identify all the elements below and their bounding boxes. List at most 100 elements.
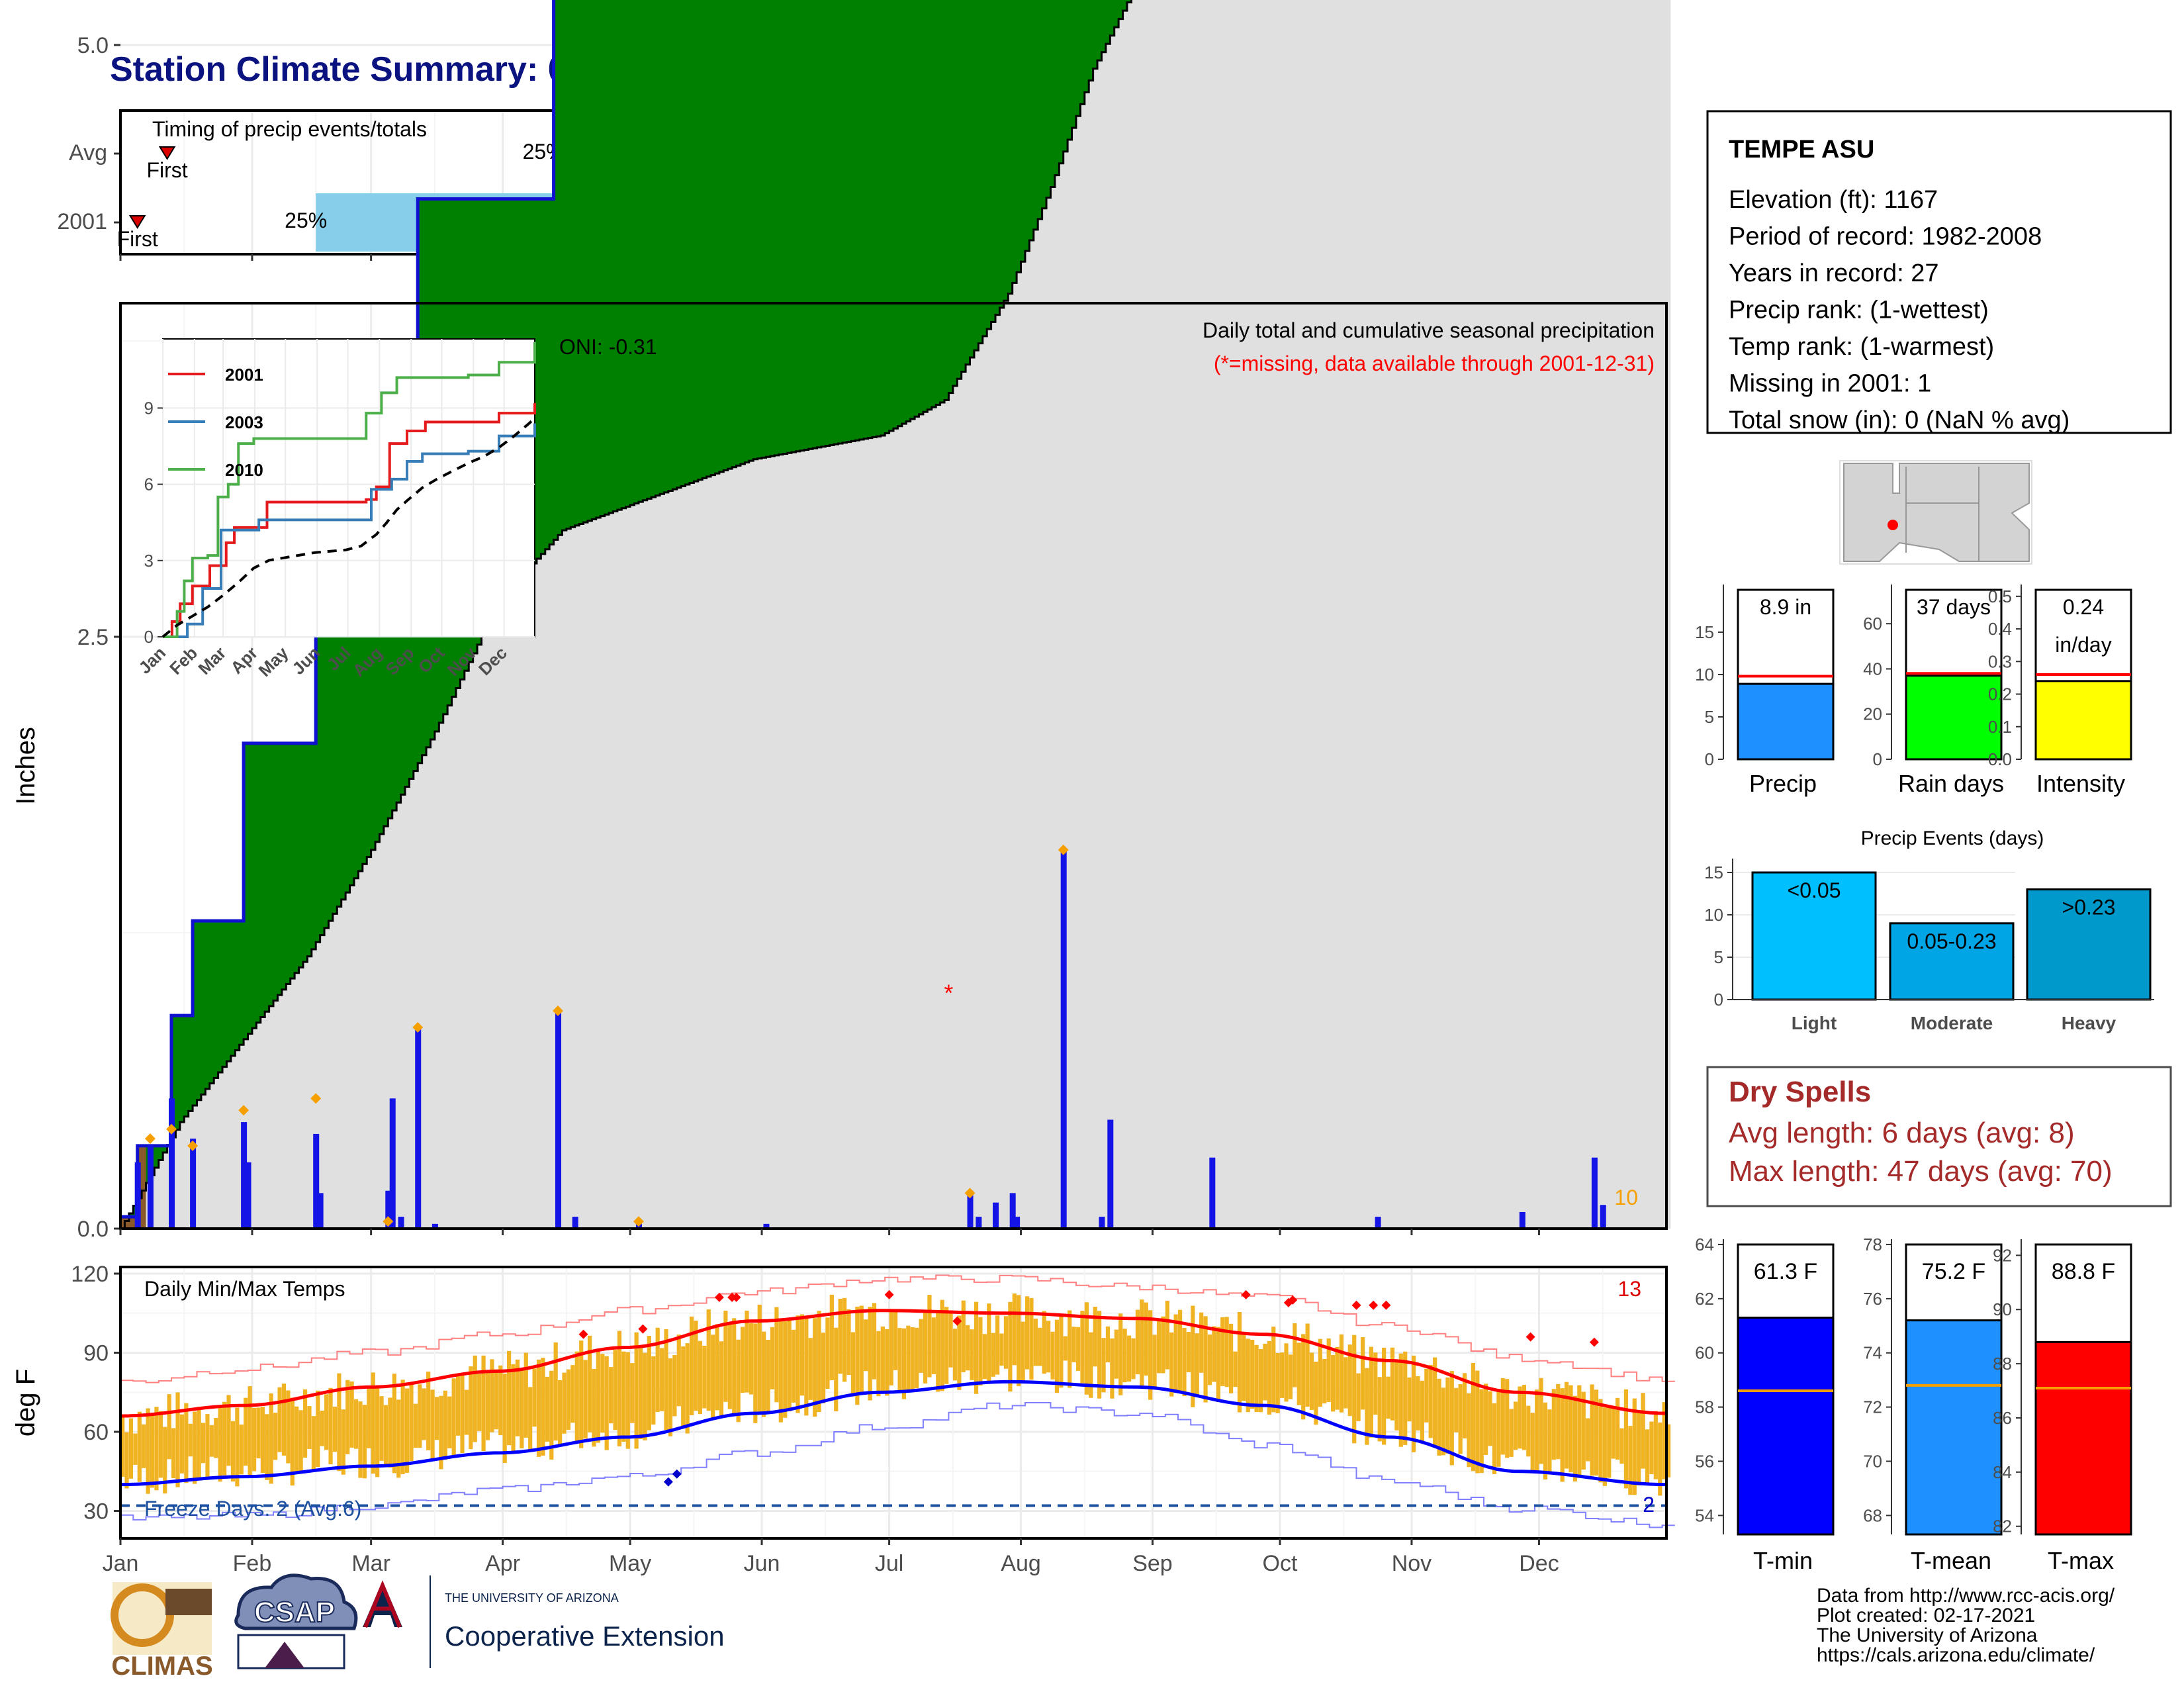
daily-temp-range-bar	[1169, 1332, 1174, 1397]
gauge-category-label: Intensity	[2036, 770, 2125, 797]
events-ytick-label: 0	[1714, 990, 1723, 1009]
daily-temp-range-bar	[1449, 1371, 1454, 1466]
record-low-marker	[672, 1469, 682, 1479]
timing-q25-label: 25%	[285, 209, 327, 232]
events-bar	[1751, 871, 1877, 1001]
daily-precip-bar	[432, 1223, 438, 1229]
daily-temp-range-bar	[783, 1321, 788, 1418]
inset-series-line	[163, 402, 536, 638]
temp-gauge-bar	[1737, 1317, 1835, 1536]
daily-precip-bar	[1009, 1193, 1016, 1229]
daily-temp-range-bar	[592, 1368, 596, 1447]
daily-temp-range-bar	[804, 1317, 809, 1416]
daily-temp-range-bar	[1467, 1393, 1471, 1468]
daily-temp-range-bar	[209, 1425, 214, 1457]
daily-precip-bar	[993, 1202, 999, 1229]
daily-temp-range-bar	[1458, 1383, 1463, 1454]
daily-temp-range-bar	[439, 1395, 443, 1470]
daily-temp-range-bar	[1522, 1385, 1527, 1450]
daily-temp-range-bar	[260, 1407, 265, 1474]
events-bar-label: >0.23	[2062, 896, 2116, 919]
daily-temp-range-bar	[970, 1329, 974, 1380]
daily-temp-range-bar	[1165, 1300, 1169, 1370]
footer-credits: Data from http://www.rcc-acis.org/ Plot …	[1817, 1585, 2115, 1666]
daily-temp-range-bar	[1424, 1368, 1429, 1423]
daily-temp-range-bar	[991, 1333, 995, 1377]
daily-precip-bar	[317, 1193, 324, 1229]
daily-temp-range-bar	[150, 1415, 155, 1488]
daily-temp-range-bar	[311, 1416, 316, 1471]
daily-temp-range-bar	[1632, 1398, 1637, 1495]
daily-temp-range-bar	[179, 1414, 185, 1474]
daily-temp-range-bar	[1284, 1343, 1289, 1402]
daily-temp-range-bar	[1003, 1316, 1009, 1369]
daily-temp-range-bar	[1394, 1362, 1399, 1430]
daily-precip-bar	[415, 1027, 422, 1229]
daily-temp-range-bar	[685, 1343, 690, 1434]
daily-temp-range-bar	[787, 1320, 792, 1412]
daily-temp-range-bar	[1068, 1310, 1072, 1388]
daily-temp-range-bar	[694, 1321, 698, 1411]
daily-temp-range-bar	[1509, 1409, 1514, 1457]
dry-spells-box: Dry Spells Avg length: 6 days (avg: 8) M…	[1706, 1066, 2172, 1207]
daily-precip-marker	[144, 1133, 156, 1145]
daily-temp-range-bar	[1305, 1323, 1310, 1407]
daily-temp-range-bar	[404, 1388, 410, 1473]
temperature-panel: Daily Min/Max Temps 13 Freeze Days: 2 (Avg…	[11, 1262, 1675, 1576]
gauge-tick-label: 20	[1863, 704, 1882, 724]
daily-temp-range-bar	[1488, 1391, 1492, 1446]
daily-temp-range-bar	[613, 1350, 617, 1430]
daily-temp-range-bar	[128, 1418, 134, 1479]
temp-gauge-bar	[1905, 1319, 2003, 1536]
daily-temp-range-bar	[251, 1407, 257, 1472]
daily-temp-range-bar	[655, 1327, 660, 1413]
temp-gauge-tick-label: 62	[1695, 1289, 1714, 1309]
daily-temp-range-bar	[1186, 1331, 1191, 1372]
daily-temp-range-bar	[430, 1389, 435, 1460]
daily-temp-range-bar	[1228, 1323, 1234, 1393]
daily-temp-range-bar	[1309, 1352, 1314, 1410]
daily-temp-range-bar	[1602, 1407, 1607, 1486]
daily-precip-bar	[976, 1217, 982, 1229]
station-info-line: Temp rank: (1-warmest)	[1729, 333, 1994, 361]
daily-precip-marker	[1058, 844, 1069, 855]
daily-temp-range-bar	[1250, 1339, 1255, 1409]
daily-temp-range-bar	[1653, 1411, 1658, 1479]
daily-temp-range-bar	[919, 1319, 923, 1373]
csap-logo: CSAP	[234, 1573, 358, 1669]
daily-temp-range-bar	[982, 1334, 987, 1380]
daily-temp-range-bar	[286, 1390, 291, 1464]
daily-temp-range-bar	[817, 1311, 821, 1413]
temp-gauge-bar	[2034, 1340, 2132, 1536]
daily-temp-range-bar	[660, 1348, 664, 1411]
daily-temp-range-bar	[1024, 1296, 1030, 1370]
daily-temp-range-bar	[1275, 1352, 1280, 1413]
daily-temp-range-bar	[222, 1401, 227, 1476]
daily-temp-range-bar	[1484, 1383, 1488, 1455]
daily-temp-range-bar	[1199, 1312, 1204, 1373]
daily-temp-range-bar	[1297, 1342, 1301, 1405]
daily-temp-range-bar	[383, 1405, 388, 1466]
record-high-marker	[1351, 1300, 1361, 1310]
daily-temp-range-bar	[265, 1414, 269, 1480]
daily-temp-range-bar	[324, 1394, 329, 1450]
daily-temp-range-bar	[473, 1355, 477, 1442]
daily-temp-range-bar	[341, 1409, 345, 1475]
daily-temp-range-bar	[1237, 1312, 1242, 1413]
daily-precip-bar	[190, 1139, 197, 1229]
daily-temp-range-bar	[834, 1327, 839, 1412]
daily-temp-range-bar	[621, 1351, 626, 1442]
daily-precip-bar	[1060, 849, 1067, 1229]
daily-temp-range-bar	[345, 1380, 350, 1454]
daily-temp-range-bar	[1182, 1327, 1187, 1397]
record-high-marker	[1525, 1332, 1535, 1342]
daily-temp-range-bar	[455, 1373, 461, 1436]
temp-ytick-label: 90	[83, 1341, 109, 1366]
month-axis-label: Apr	[485, 1551, 520, 1576]
temp-gauge-tick-label: 70	[1863, 1451, 1882, 1471]
daily-temp-range-bar	[1590, 1384, 1594, 1476]
daily-temp-range-bar	[239, 1425, 244, 1475]
record-high-marker	[952, 1316, 962, 1326]
daily-temp-range-bar	[1293, 1323, 1297, 1387]
daily-temp-range-bar	[1500, 1378, 1505, 1455]
